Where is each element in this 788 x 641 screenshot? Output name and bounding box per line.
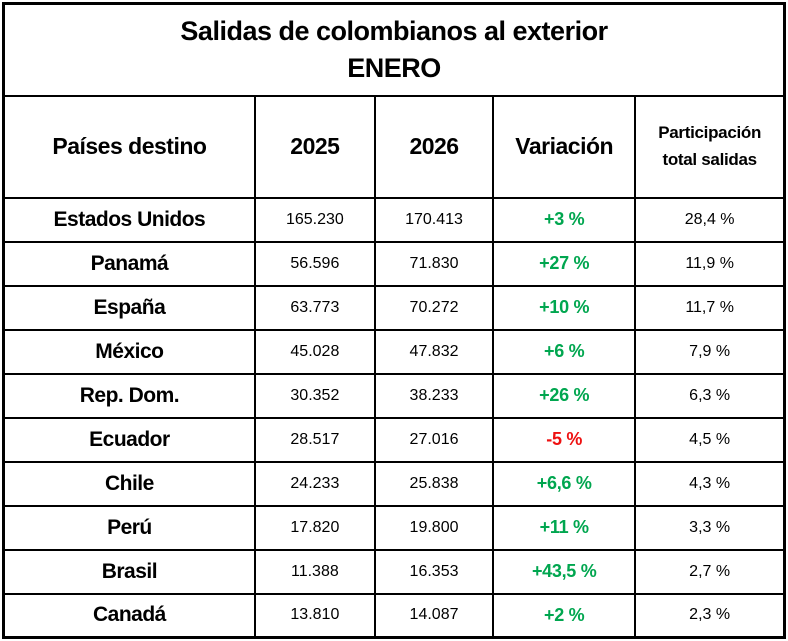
country-cell: Panamá xyxy=(2,240,256,287)
header-countries: Países destino xyxy=(2,94,256,199)
page-title: Salidas de colombianos al exterior xyxy=(180,15,608,46)
value-2026-cell: 38.233 xyxy=(373,372,495,419)
title-row: Salidas de colombianos al exterior ENERO xyxy=(2,2,786,97)
value-2026-cell: 70.272 xyxy=(373,284,495,331)
value-2026-cell: 25.838 xyxy=(373,460,495,507)
share-cell: 3,3 % xyxy=(634,504,786,551)
country-cell: Rep. Dom. xyxy=(2,372,256,419)
page-subtitle-month: ENERO xyxy=(347,52,441,83)
share-cell: 11,9 % xyxy=(634,240,786,287)
header-2026: 2026 xyxy=(373,94,495,199)
table-row: Rep. Dom. 30.352 38.233 +26 % 6,3 % xyxy=(2,372,786,419)
table-row: México 45.028 47.832 +6 % 7,9 % xyxy=(2,328,786,375)
value-2026-cell: 16.353 xyxy=(373,548,495,595)
value-2025-cell: 24.233 xyxy=(253,460,376,507)
value-2026-cell: 47.832 xyxy=(373,328,495,375)
value-2025-cell: 13.810 xyxy=(253,592,376,639)
share-cell: 7,9 % xyxy=(634,328,786,375)
variation-cell: +2 % xyxy=(492,592,637,639)
header-share: Participación total salidas xyxy=(634,94,786,199)
table-row: Brasil 11.388 16.353 +43,5 % 2,7 % xyxy=(2,548,786,595)
table-row: Ecuador 28.517 27.016 -5 % 4,5 % xyxy=(2,416,786,463)
title-cell: Salidas de colombianos al exterior ENERO xyxy=(2,2,786,97)
value-2026-cell: 19.800 xyxy=(373,504,495,551)
table-row: Perú 17.820 19.800 +11 % 3,3 % xyxy=(2,504,786,551)
variation-cell: +43,5 % xyxy=(492,548,637,595)
header-2025: 2025 xyxy=(253,94,376,199)
share-cell: 4,5 % xyxy=(634,416,786,463)
country-cell: Brasil xyxy=(2,548,256,595)
variation-cell: -5 % xyxy=(492,416,637,463)
variation-cell: +10 % xyxy=(492,284,637,331)
value-2026-cell: 27.016 xyxy=(373,416,495,463)
country-cell: México xyxy=(2,328,256,375)
share-cell: 2,3 % xyxy=(634,592,786,639)
variation-cell: +6 % xyxy=(492,328,637,375)
value-2025-cell: 165.230 xyxy=(253,196,376,243)
country-cell: Canadá xyxy=(2,592,256,639)
column-header-row: Países destino 2025 2026 Variación Parti… xyxy=(2,94,786,199)
table-row: España 63.773 70.272 +10 % 11,7 % xyxy=(2,284,786,331)
share-cell: 6,3 % xyxy=(634,372,786,419)
header-share-line2: total salidas xyxy=(662,150,757,169)
value-2025-cell: 17.820 xyxy=(253,504,376,551)
country-cell: Perú xyxy=(2,504,256,551)
value-2025-cell: 45.028 xyxy=(253,328,376,375)
table-row: Canadá 13.810 14.087 +2 % 2,3 % xyxy=(2,592,786,639)
header-share-line1: Participación xyxy=(658,123,762,142)
variation-cell: +11 % xyxy=(492,504,637,551)
value-2025-cell: 28.517 xyxy=(253,416,376,463)
header-variation: Variación xyxy=(492,94,637,199)
share-cell: 4,3 % xyxy=(634,460,786,507)
value-2026-cell: 170.413 xyxy=(373,196,495,243)
variation-cell: +26 % xyxy=(492,372,637,419)
value-2025-cell: 63.773 xyxy=(253,284,376,331)
variation-cell: +6,6 % xyxy=(492,460,637,507)
value-2025-cell: 11.388 xyxy=(253,548,376,595)
value-2025-cell: 30.352 xyxy=(253,372,376,419)
value-2026-cell: 14.087 xyxy=(373,592,495,639)
country-cell: España xyxy=(2,284,256,331)
variation-cell: +3 % xyxy=(492,196,637,243)
share-cell: 11,7 % xyxy=(634,284,786,331)
country-cell: Chile xyxy=(2,460,256,507)
country-cell: Ecuador xyxy=(2,416,256,463)
value-2026-cell: 71.830 xyxy=(373,240,495,287)
variation-cell: +27 % xyxy=(492,240,637,287)
table-row: Chile 24.233 25.838 +6,6 % 4,3 % xyxy=(2,460,786,507)
share-cell: 28,4 % xyxy=(634,196,786,243)
country-cell: Estados Unidos xyxy=(2,196,256,243)
share-cell: 2,7 % xyxy=(634,548,786,595)
table-row: Estados Unidos 165.230 170.413 +3 % 28,4… xyxy=(2,196,786,243)
value-2025-cell: 56.596 xyxy=(253,240,376,287)
table-row: Panamá 56.596 71.830 +27 % 11,9 % xyxy=(2,240,786,287)
